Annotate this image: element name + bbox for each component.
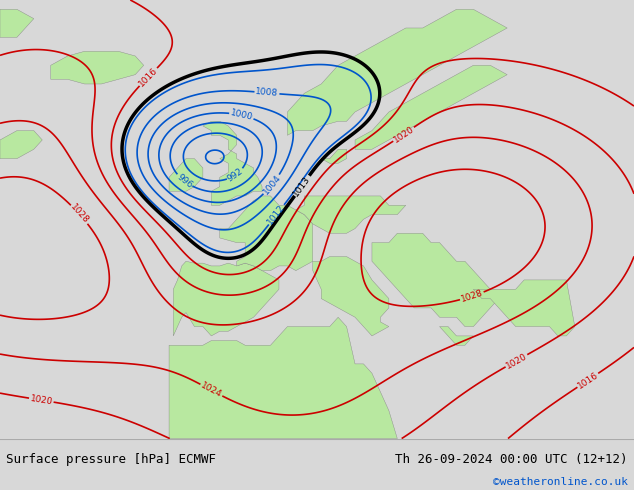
Text: 1008: 1008 (255, 87, 279, 98)
Polygon shape (173, 261, 279, 336)
Polygon shape (355, 65, 507, 149)
Polygon shape (296, 196, 406, 233)
Polygon shape (0, 9, 34, 37)
Polygon shape (372, 233, 499, 326)
Text: 1028: 1028 (68, 203, 91, 226)
Polygon shape (169, 317, 398, 439)
Text: 1016: 1016 (137, 66, 160, 88)
Text: 1020: 1020 (504, 351, 529, 370)
Text: 1024: 1024 (199, 381, 224, 399)
Polygon shape (0, 131, 42, 159)
Text: 1000: 1000 (230, 108, 254, 122)
Polygon shape (220, 196, 313, 270)
Polygon shape (474, 280, 575, 336)
Polygon shape (287, 9, 507, 135)
Polygon shape (169, 159, 203, 191)
Text: Th 26-09-2024 00:00 UTC (12+12): Th 26-09-2024 00:00 UTC (12+12) (395, 453, 628, 466)
Text: 1020: 1020 (392, 124, 416, 145)
Polygon shape (313, 257, 389, 336)
Polygon shape (51, 51, 144, 84)
Text: 992: 992 (226, 166, 245, 183)
Text: 1013: 1013 (292, 174, 313, 197)
Text: ©weatheronline.co.uk: ©weatheronline.co.uk (493, 477, 628, 488)
Text: 1028: 1028 (460, 288, 484, 304)
Text: 1012: 1012 (266, 203, 287, 226)
Text: 996: 996 (175, 172, 194, 190)
Text: 1016: 1016 (576, 370, 600, 391)
Polygon shape (439, 326, 474, 345)
Polygon shape (203, 122, 262, 205)
Text: Surface pressure [hPa] ECMWF: Surface pressure [hPa] ECMWF (6, 453, 216, 466)
Polygon shape (321, 149, 347, 163)
Text: 1004: 1004 (261, 173, 283, 196)
Text: 1020: 1020 (29, 394, 53, 406)
